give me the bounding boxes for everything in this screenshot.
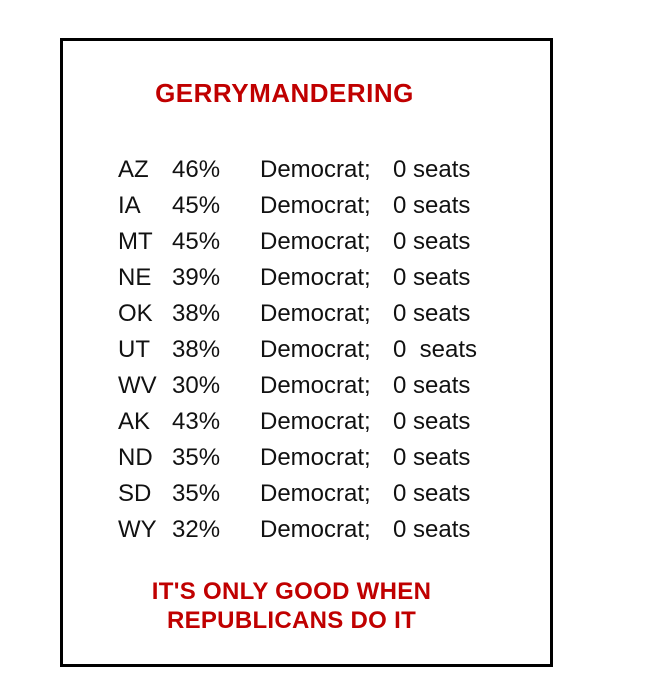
state-abbr: WV xyxy=(118,372,157,399)
table-row: AK 43% Democrat; 0 seats xyxy=(63,404,550,440)
caption-line-1: IT'S ONLY GOOD WHEN xyxy=(151,578,432,605)
dem-vote-pct: 45% xyxy=(172,228,221,255)
state-abbr: MT xyxy=(118,228,153,255)
dem-vote-pct: 46% xyxy=(172,156,221,183)
seats-label: 0 seats xyxy=(393,192,471,219)
state-abbr: SD xyxy=(118,480,152,507)
state-abbr: OK xyxy=(118,300,153,327)
seats-label: 0 seats xyxy=(393,516,471,543)
table-row: NE 39% Democrat; 0 seats xyxy=(63,260,550,296)
party-label: Democrat; xyxy=(260,408,371,435)
party-label: Democrat; xyxy=(260,336,371,363)
seats-label: 0 seats xyxy=(393,372,471,399)
table-row: WY 32% Democrat; 0 seats xyxy=(63,512,550,548)
state-abbr: ND xyxy=(118,444,153,471)
table-row: AZ 46% Democrat; 0 seats xyxy=(63,152,550,188)
state-abbr: IA xyxy=(118,192,141,219)
party-label: Democrat; xyxy=(260,264,371,291)
state-abbr: NE xyxy=(118,264,152,291)
dem-vote-pct: 43% xyxy=(172,408,221,435)
gerrymandering-poster: GERRYMANDERING AZ 46% Democrat; 0 seats … xyxy=(60,38,553,667)
state-seats-table: AZ 46% Democrat; 0 seats IA 45% Democrat… xyxy=(63,152,550,548)
state-abbr: WY xyxy=(118,516,157,543)
seats-label: 0 seats xyxy=(393,156,471,183)
state-abbr: AK xyxy=(118,408,151,435)
party-label: Democrat; xyxy=(260,300,371,327)
seats-label: 0 seats xyxy=(393,408,471,435)
table-row: UT 38% Democrat; 0 seats xyxy=(63,332,550,368)
party-label: Democrat; xyxy=(260,192,371,219)
party-label: Democrat; xyxy=(260,372,371,399)
seats-label: 0 seats xyxy=(393,480,471,507)
poster-caption: IT'S ONLY GOOD WHEN REPUBLICANS DO IT xyxy=(63,577,520,635)
table-row: ND 35% Democrat; 0 seats xyxy=(63,440,550,476)
dem-vote-pct: 45% xyxy=(172,192,221,219)
table-row: MT 45% Democrat; 0 seats xyxy=(63,224,550,260)
table-row: SD 35% Democrat; 0 seats xyxy=(63,476,550,512)
table-row: IA 45% Democrat; 0 seats xyxy=(63,188,550,224)
dem-vote-pct: 30% xyxy=(172,372,221,399)
dem-vote-pct: 38% xyxy=(172,336,221,363)
state-abbr: AZ xyxy=(118,156,149,183)
seats-label: 0 seats xyxy=(393,444,471,471)
dem-vote-pct: 38% xyxy=(172,300,221,327)
dem-vote-pct: 35% xyxy=(172,444,221,471)
seats-label: 0 seats xyxy=(393,300,471,327)
caption-line-2: REPUBLICANS DO IT xyxy=(166,607,417,634)
dem-vote-pct: 32% xyxy=(172,516,221,543)
table-row: OK 38% Democrat; 0 seats xyxy=(63,296,550,332)
seats-label: 0 seats xyxy=(393,264,471,291)
party-label: Democrat; xyxy=(260,480,371,507)
party-label: Democrat; xyxy=(260,516,371,543)
party-label: Democrat; xyxy=(260,156,371,183)
seats-label: 0 seats xyxy=(393,228,471,255)
dem-vote-pct: 39% xyxy=(172,264,221,291)
dem-vote-pct: 35% xyxy=(172,480,221,507)
poster-title: GERRYMANDERING xyxy=(155,78,414,108)
table-row: WV 30% Democrat; 0 seats xyxy=(63,368,550,404)
party-label: Democrat; xyxy=(260,444,371,471)
state-abbr: UT xyxy=(118,336,150,363)
party-label: Democrat; xyxy=(260,228,371,255)
seats-label: 0 seats xyxy=(393,336,478,363)
